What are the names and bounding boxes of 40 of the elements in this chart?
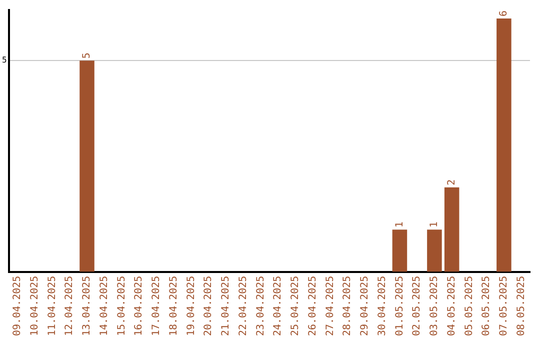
data-label: 1 — [394, 222, 406, 228]
x-tick-label: 27.04.2025 — [324, 276, 336, 336]
x-tick-label: 29.04.2025 — [360, 276, 371, 336]
x-tick-label: 12.04.2025 — [64, 276, 76, 336]
x-tick-label: 13.04.2025 — [82, 276, 93, 336]
x-tick-label: 04.05.2025 — [446, 276, 458, 336]
bar — [496, 18, 512, 272]
x-tick-label: 09.04.2025 — [12, 276, 24, 336]
x-tick-label: 20.04.2025 — [203, 276, 214, 336]
x-tick-label: 24.04.2025 — [272, 276, 284, 336]
data-label: 2 — [446, 179, 458, 186]
bar — [427, 230, 442, 272]
x-tick-label: 14.04.2025 — [98, 276, 110, 336]
x-tick-label: 10.04.2025 — [29, 276, 40, 336]
x-tick-label: 05.05.2025 — [464, 276, 475, 336]
x-tick-label: 08.05.2025 — [516, 276, 527, 336]
x-tick-label: 28.04.2025 — [342, 276, 354, 336]
bar — [392, 230, 408, 272]
x-tick-label: 21.04.2025 — [220, 276, 232, 336]
x-tick-label: 30.04.2025 — [376, 276, 388, 336]
bar — [80, 60, 94, 272]
data-label: 6 — [498, 10, 510, 16]
data-label: 5 — [82, 52, 93, 59]
x-tick-label: 16.04.2025 — [134, 276, 145, 336]
x-tick-label: 15.04.2025 — [116, 276, 128, 336]
x-tick-label: 01.05.2025 — [394, 276, 406, 336]
x-tick-label: 18.04.2025 — [168, 276, 180, 336]
x-tick-label: 06.05.2025 — [481, 276, 492, 336]
bar — [444, 187, 460, 272]
x-tick-label: 17.04.2025 — [151, 276, 162, 336]
x-tick-label: 11.04.2025 — [46, 276, 58, 336]
data-label: 1 — [429, 222, 440, 228]
x-tick-label: 22.04.2025 — [238, 276, 249, 336]
x-tick-label: 23.04.2025 — [255, 276, 266, 336]
x-tick-label: 25.04.2025 — [290, 276, 302, 336]
x-tick-label: 19.04.2025 — [186, 276, 197, 336]
x-tick-label: 07.05.2025 — [498, 276, 510, 336]
x-tick-label: 26.04.2025 — [307, 276, 318, 336]
x-tick-label: 03.05.2025 — [429, 276, 440, 336]
x-tick-label: 02.05.2025 — [412, 276, 423, 336]
